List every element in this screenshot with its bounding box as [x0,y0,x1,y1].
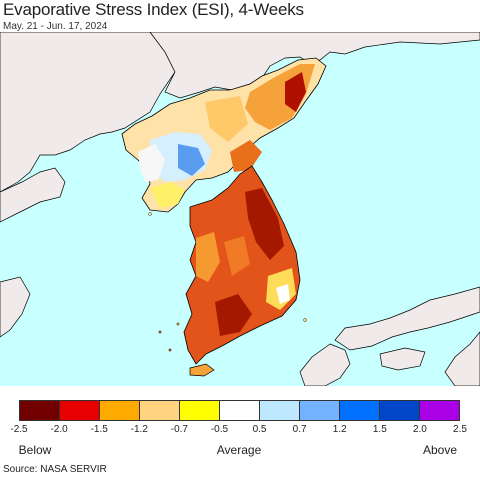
legend-tick-label: 1.2 [332,424,347,435]
esi-map [0,32,480,386]
japan-shikoku [379,347,426,371]
sk-orange-west [196,232,220,282]
legend-tick-label: -1.5 [90,424,108,435]
small-island [158,330,162,334]
legend-tick-label: 1.5 [372,424,387,435]
small-island [168,348,172,352]
nk-severe-patch [285,72,306,112]
legend-tick-label: 0.7 [292,424,307,435]
nk-white-patch [138,144,165,182]
small-island [303,318,307,322]
nk-east-dry [230,140,262,172]
legend-tick-label: -2.0 [50,424,68,435]
nk-wet-core [178,144,205,176]
legend-tick-label: -1.2 [130,424,148,435]
legend-swatch [260,401,300,420]
legend-swatch [380,401,420,420]
map-title: Evaporative Stress Index (ESI), 4-Weeks [3,0,304,19]
legend-swatch [340,401,380,420]
russia-landmass [149,32,480,99]
legend-tick-label: 2.0 [412,424,427,435]
japan-honshu [334,286,480,351]
sk-white-southeast [276,284,290,304]
legend-tick-label: 2.5 [453,424,467,435]
small-island [148,212,152,216]
nk-tan-central [205,96,248,142]
sk-tan-central [224,236,250,276]
legend-swatch [100,401,140,420]
legend-swatch [140,401,180,420]
japan-kyushu [299,343,351,386]
legend-tick-label: -2.5 [10,424,28,435]
china-south-coast [0,276,31,338]
legend-swatch [20,401,60,420]
sk-severe-south [215,294,252,336]
legend-above-label: Above [422,443,458,457]
japan-honshu-east [444,331,480,386]
legend-swatch [180,401,220,420]
esi-legend [19,400,460,421]
shandong-peninsula [0,167,66,223]
date-range: May. 21 - Jun. 17, 2024 [3,21,108,32]
legend-tick-label: 0.5 [252,424,267,435]
legend-swatch [300,401,340,420]
nk-yellow-patch [150,182,185,208]
legend-swatch [220,401,260,420]
jeju-island [189,363,215,377]
legend-swatch [420,401,459,420]
legend-swatch [60,401,100,420]
legend-average-label: Average [216,443,262,457]
legend-below-label: Below [18,443,52,457]
legend-tick-label: -0.5 [210,424,229,435]
small-island [176,322,180,326]
sk-severe-east [245,188,284,260]
source-credit: Source: NASA SERVIR [3,464,107,475]
legend-tick-label: -0.7 [170,424,188,435]
